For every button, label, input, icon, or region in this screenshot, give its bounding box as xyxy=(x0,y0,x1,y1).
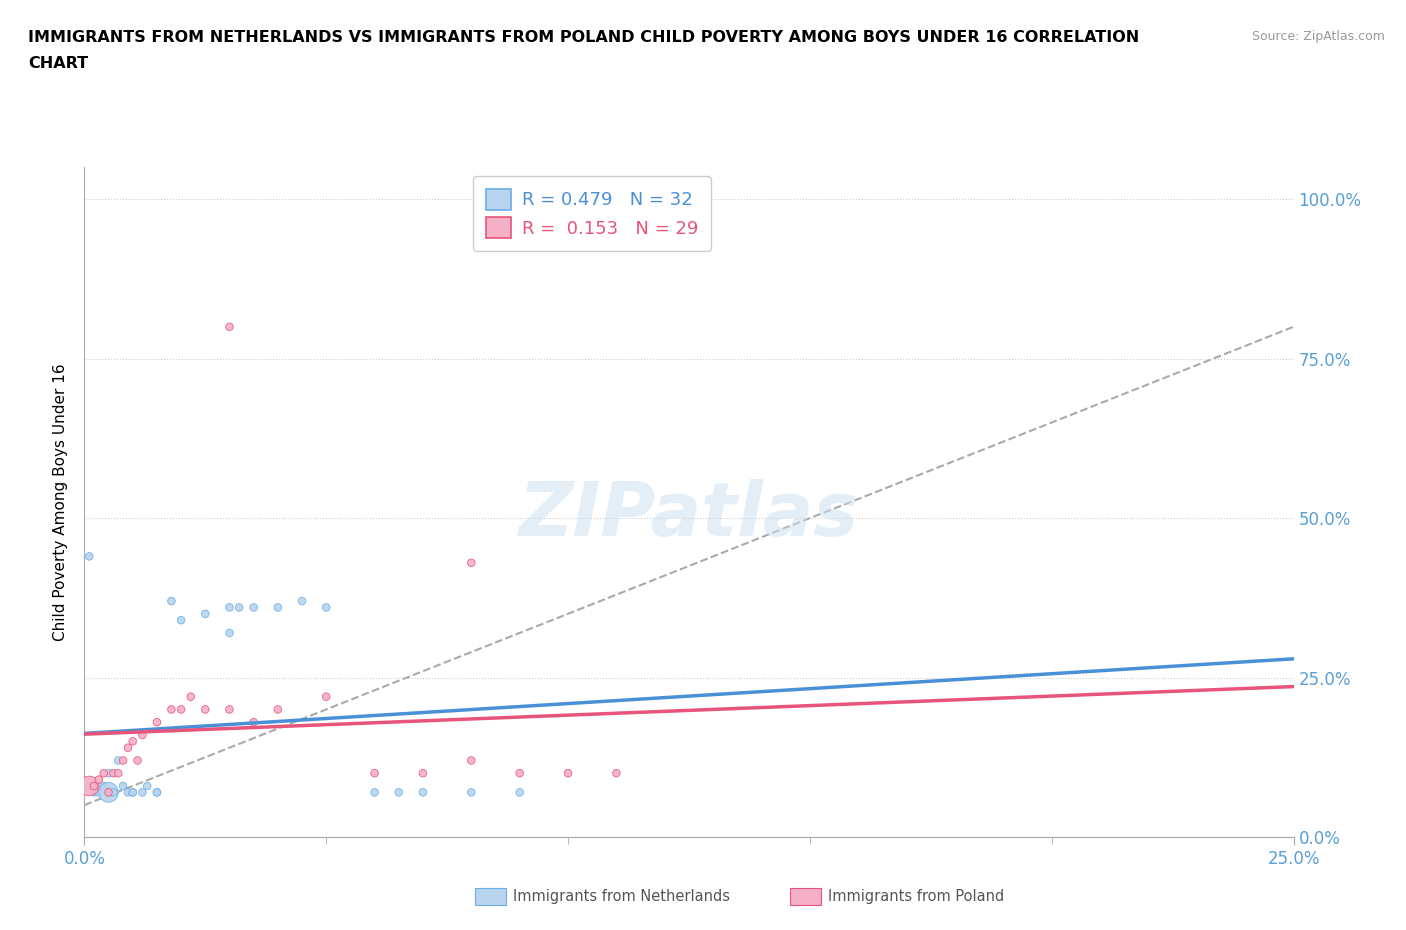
Point xyxy=(194,702,217,717)
Point xyxy=(146,785,169,800)
Point xyxy=(605,765,627,780)
Point xyxy=(267,600,290,615)
Text: ZIPatlas: ZIPatlas xyxy=(519,479,859,552)
Point xyxy=(315,689,337,704)
Y-axis label: Child Poverty Among Boys Under 16: Child Poverty Among Boys Under 16 xyxy=(53,364,69,641)
Point xyxy=(103,785,125,800)
Text: IMMIGRANTS FROM NETHERLANDS VS IMMIGRANTS FROM POLAND CHILD POVERTY AMONG BOYS U: IMMIGRANTS FROM NETHERLANDS VS IMMIGRANT… xyxy=(28,30,1139,45)
Point xyxy=(388,785,411,800)
Legend: R = 0.479   N = 32, R =  0.153   N = 29: R = 0.479 N = 32, R = 0.153 N = 29 xyxy=(474,177,711,251)
Point xyxy=(160,593,183,608)
Point xyxy=(460,753,482,768)
Point xyxy=(112,778,135,793)
Point xyxy=(363,765,385,780)
Text: Immigrants from Netherlands: Immigrants from Netherlands xyxy=(513,889,730,904)
Point xyxy=(315,600,337,615)
Point xyxy=(107,765,129,780)
Point xyxy=(218,319,240,334)
Point xyxy=(218,626,240,641)
Point xyxy=(107,753,129,768)
Point xyxy=(136,778,159,793)
Point xyxy=(121,785,143,800)
Point xyxy=(412,765,434,780)
Point xyxy=(363,785,385,800)
Point xyxy=(97,765,120,780)
Point xyxy=(460,785,482,800)
Point xyxy=(83,778,105,793)
Point xyxy=(97,785,120,800)
Point xyxy=(117,785,139,800)
Point xyxy=(131,727,153,742)
Point xyxy=(112,753,135,768)
Point xyxy=(557,765,579,780)
Point xyxy=(242,600,264,615)
Point xyxy=(146,715,169,730)
Point xyxy=(228,600,250,615)
Point xyxy=(93,778,115,793)
Point xyxy=(87,785,110,800)
Point xyxy=(97,785,120,800)
Point xyxy=(180,689,202,704)
Point xyxy=(77,549,100,564)
Point xyxy=(131,785,153,800)
Point xyxy=(412,785,434,800)
Point xyxy=(242,715,264,730)
Point xyxy=(103,765,125,780)
Point xyxy=(83,785,105,800)
Point xyxy=(170,613,193,628)
Point xyxy=(194,606,217,621)
Point xyxy=(218,600,240,615)
Point xyxy=(127,753,149,768)
Point xyxy=(509,785,531,800)
Text: CHART: CHART xyxy=(28,56,89,71)
Point xyxy=(121,785,143,800)
Point xyxy=(509,765,531,780)
Point xyxy=(267,702,290,717)
Point xyxy=(93,765,115,780)
Point xyxy=(77,778,100,793)
Point xyxy=(117,740,139,755)
Point xyxy=(77,778,100,793)
Point xyxy=(460,555,482,570)
Point xyxy=(170,702,193,717)
Text: Immigrants from Poland: Immigrants from Poland xyxy=(828,889,1004,904)
Point xyxy=(160,702,183,717)
Point xyxy=(146,785,169,800)
Point xyxy=(121,734,143,749)
Point xyxy=(218,702,240,717)
Point xyxy=(291,593,314,608)
Point xyxy=(87,772,110,787)
Text: Source: ZipAtlas.com: Source: ZipAtlas.com xyxy=(1251,30,1385,43)
